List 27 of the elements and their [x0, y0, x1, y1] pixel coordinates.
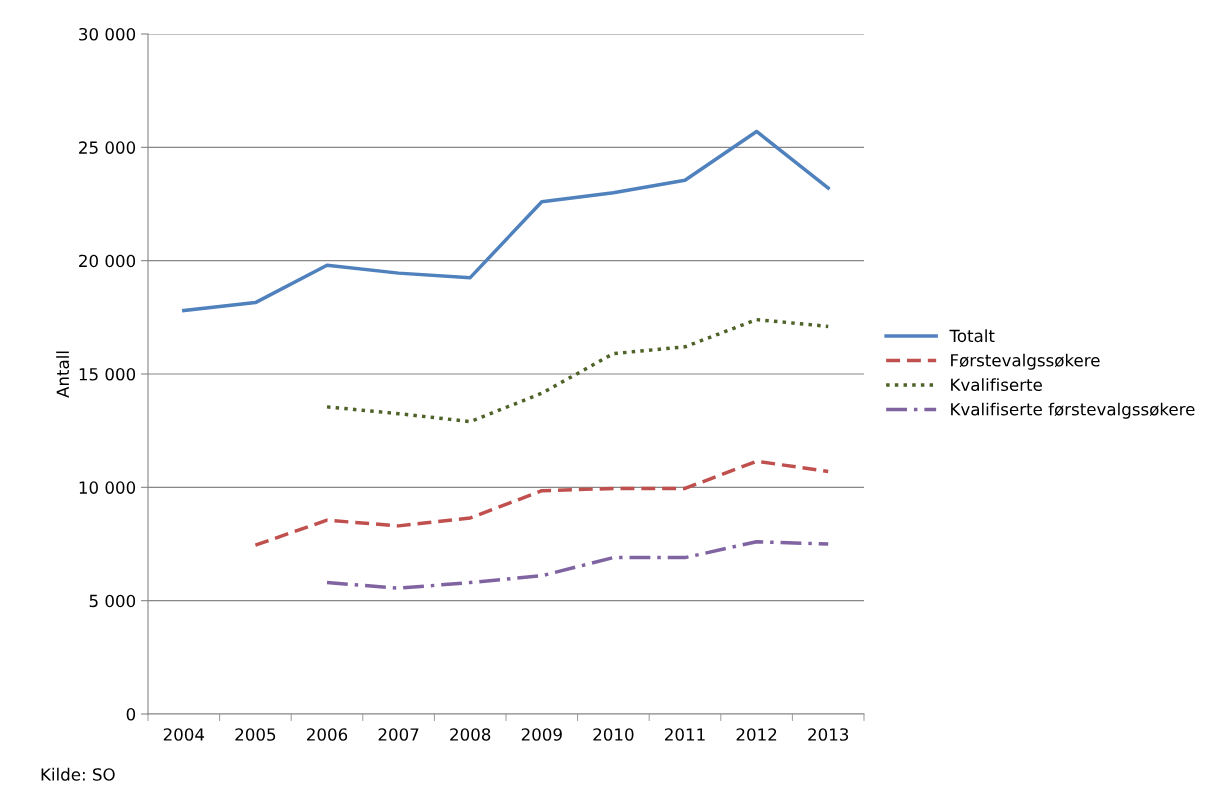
- line-series: [253, 459, 830, 547]
- y-tick-label: 25 000: [79, 141, 136, 154]
- y-tick-label: 15 000: [79, 367, 136, 381]
- x-tick-label: 2004: [163, 728, 205, 741]
- x-tick-label: 2010: [593, 728, 634, 741]
- y-tick-label: 10 000: [79, 481, 136, 494]
- x-tick-label: 2011: [665, 728, 705, 741]
- y-axis-title: Antall: [56, 351, 70, 398]
- legend-label: Kvalifiserte førstevalgssøkere: [951, 402, 1195, 419]
- x-tick-label: 2005: [235, 728, 276, 741]
- y-tick-label: 20 000: [79, 254, 136, 268]
- x-tick-label: 2006: [307, 728, 348, 741]
- line-series: [325, 539, 830, 590]
- x-tick-label: 2013: [808, 728, 849, 741]
- legend-label: Kvalifiserte: [951, 378, 1042, 392]
- x-tick-label: 2009: [521, 728, 562, 741]
- line-series: [182, 129, 830, 313]
- x-tick-label: 2008: [450, 728, 491, 741]
- legend-label: Førstevalgssøkere: [951, 353, 1100, 370]
- legend-label: Totalt: [949, 329, 995, 343]
- line-series: [325, 317, 830, 424]
- y-tick-label: 0: [126, 707, 136, 721]
- y-tick-label: 30 000: [79, 27, 136, 41]
- y-tick-label: 5 000: [89, 594, 136, 608]
- x-tick-label: 2007: [378, 728, 419, 741]
- x-tick-label: 2012: [736, 728, 777, 741]
- text: Kilde: SO: [41, 767, 115, 781]
